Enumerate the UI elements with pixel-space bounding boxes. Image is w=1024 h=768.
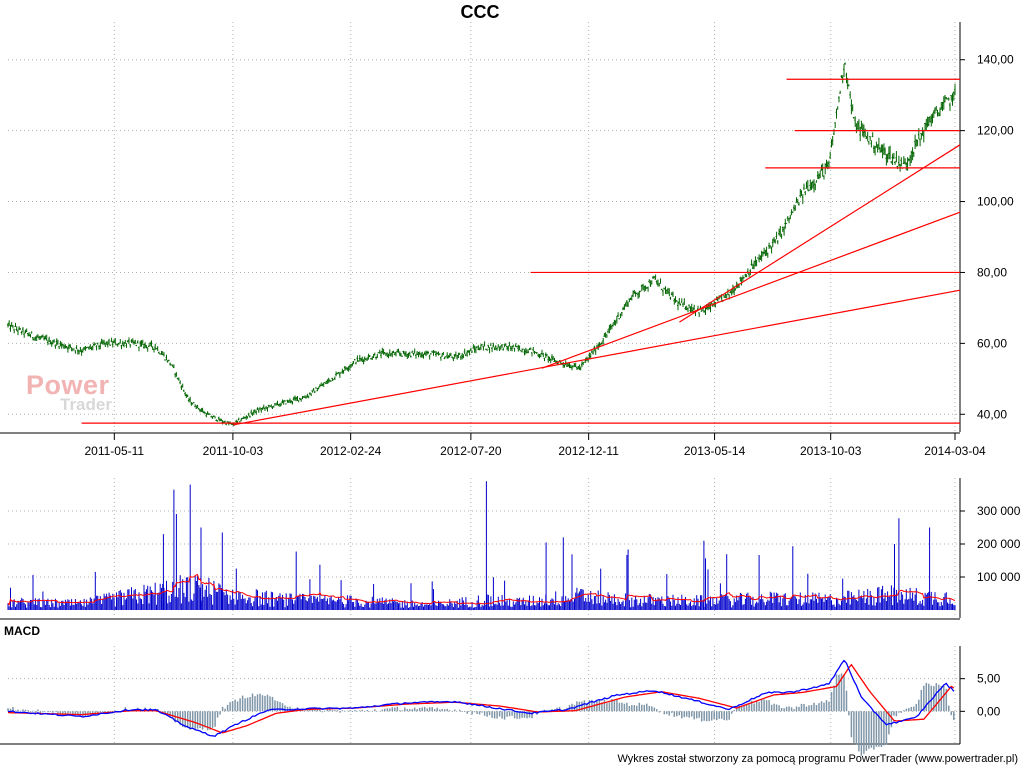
- trend-line: [541, 211, 961, 369]
- x-tick-label: 2011-10-03: [203, 444, 264, 458]
- macd-line: [7, 659, 955, 738]
- volume-moving-average-line: [7, 573, 956, 606]
- x-tick-label: 2013-05-14: [684, 444, 746, 458]
- volume-y-tick-label: 200 000: [977, 537, 1021, 551]
- price-y-tick-label: 100,00: [977, 195, 1014, 209]
- volume-y-tick-label: 300 000: [977, 504, 1021, 518]
- price-series-line: [7, 62, 956, 427]
- macd-y-tick-label: 5,00: [977, 672, 1001, 686]
- macd-y-tick-label: 0,00: [977, 704, 1001, 718]
- trend-line: [679, 144, 961, 323]
- x-tick-label: 2014-03-04: [924, 444, 986, 458]
- footer-credit: Wykres został stworzony za pomocą progra…: [617, 753, 1018, 765]
- volume-y-tick-label: 100 000: [977, 570, 1021, 584]
- price-y-tick-label: 120,00: [977, 124, 1014, 138]
- macd-panel-label: MACD: [4, 624, 40, 638]
- macd-signal-line: [7, 663, 955, 734]
- price-y-tick-label: 60,00: [977, 336, 1007, 350]
- x-tick-label: 2013-10-03: [800, 444, 862, 458]
- x-tick-label: 2012-07-20: [440, 444, 502, 458]
- x-tick-label: 2012-12-11: [558, 444, 619, 458]
- chart-title: CCC: [460, 2, 500, 22]
- volume-bars: [7, 481, 956, 610]
- price-y-tick-label: 140,00: [977, 53, 1014, 67]
- x-tick-label: 2011-05-11: [85, 444, 145, 458]
- price-y-tick-label: 80,00: [977, 265, 1007, 279]
- price-y-tick-label: 40,00: [977, 407, 1007, 421]
- x-tick-label: 2012-02-24: [320, 444, 382, 458]
- trend-line: [232, 289, 961, 426]
